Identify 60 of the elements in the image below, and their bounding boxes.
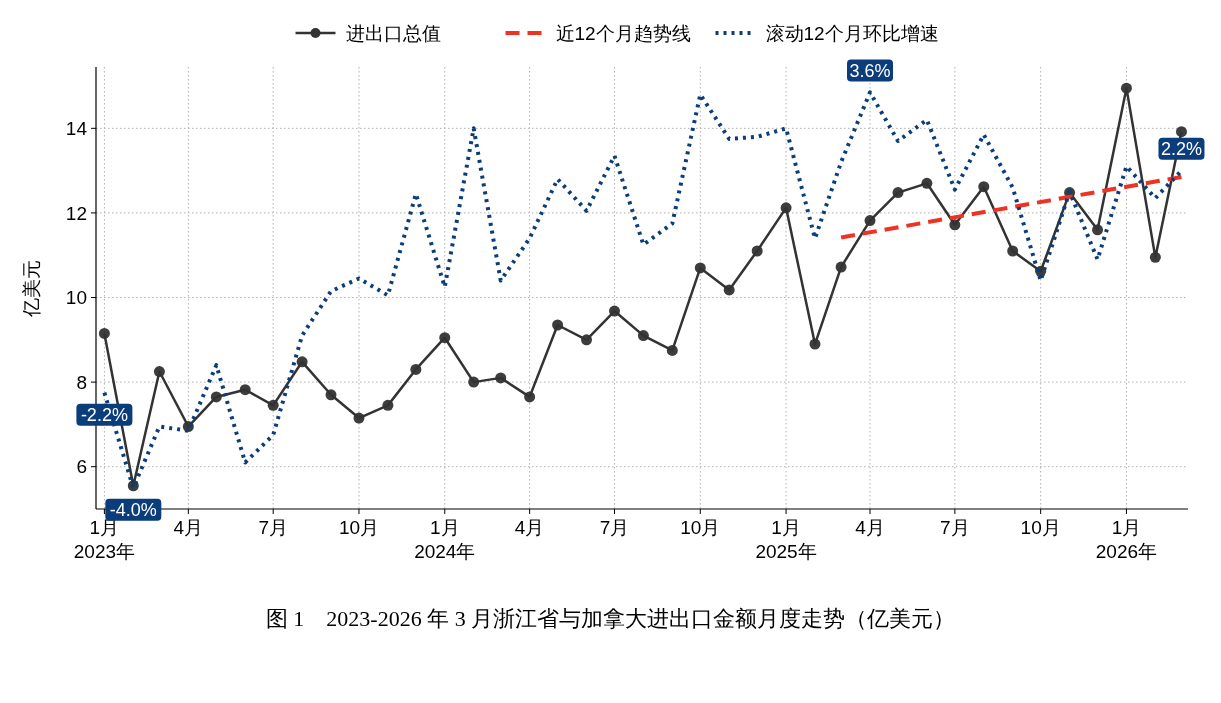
point xyxy=(296,356,308,368)
point xyxy=(949,219,961,231)
point xyxy=(1175,126,1187,138)
x-tick-label: 4月 xyxy=(855,517,885,538)
annotation: 2.2% xyxy=(1160,138,1202,159)
x-tick-label: 1月 2024年 xyxy=(414,517,476,562)
point xyxy=(978,181,990,193)
point xyxy=(892,187,904,199)
x-tick-label: 7月 xyxy=(599,517,630,538)
text: 图 1 2023-2026 年 3 月浙江省与加拿大进出口金额月度走势（亿美元） xyxy=(265,606,956,631)
x-tick-label: 7月 xyxy=(940,517,970,538)
point xyxy=(637,330,649,342)
point xyxy=(694,262,706,274)
point xyxy=(780,202,792,214)
point xyxy=(809,338,821,350)
point xyxy=(98,327,110,339)
point xyxy=(751,245,763,257)
point xyxy=(267,399,279,411)
point xyxy=(325,389,337,401)
point xyxy=(439,332,451,344)
y-axis-title: 亿美元 xyxy=(21,259,42,318)
point xyxy=(1149,251,1161,263)
annotation: -2.2% xyxy=(80,404,128,425)
point xyxy=(353,412,365,424)
annotation: 3.6% xyxy=(849,60,891,81)
point xyxy=(864,215,876,227)
x-tick-label: 10月 xyxy=(1020,517,1061,538)
point xyxy=(524,391,536,403)
point xyxy=(239,384,251,396)
y-tick-label: 10 xyxy=(65,287,87,309)
point xyxy=(723,284,735,296)
x-tick-label: 4月 xyxy=(514,517,545,538)
y-tick-label: 8 xyxy=(76,371,87,393)
x-tick-label: 1月 2025年 xyxy=(755,517,817,562)
x-tick-label: 4月 xyxy=(173,517,204,538)
point xyxy=(921,177,933,189)
x-tick-label: 7月 xyxy=(258,517,288,538)
legend-label: 近12个月趋势线 xyxy=(555,22,691,44)
point xyxy=(382,399,394,411)
point xyxy=(666,344,678,356)
point xyxy=(581,334,593,346)
y-tick-label: 6 xyxy=(76,456,87,478)
point xyxy=(210,391,222,403)
point xyxy=(608,305,620,317)
point xyxy=(468,376,480,388)
x-tick-label: 1月 2026年 xyxy=(1095,517,1158,562)
y-tick-label: 12 xyxy=(65,202,87,224)
point xyxy=(1120,82,1132,94)
point xyxy=(410,363,422,375)
point xyxy=(495,372,507,384)
point xyxy=(1092,224,1104,236)
x-tick-label: 10月 xyxy=(680,517,721,538)
legend-label: 滚动12个月环比增速 xyxy=(765,22,939,44)
legend-label: 进出口总值 xyxy=(345,22,441,44)
x-tick-label: 10月 xyxy=(338,517,380,538)
point xyxy=(153,366,165,378)
point xyxy=(1007,245,1019,257)
y-tick-label: 14 xyxy=(65,117,88,139)
point xyxy=(835,261,847,273)
point xyxy=(552,319,564,331)
